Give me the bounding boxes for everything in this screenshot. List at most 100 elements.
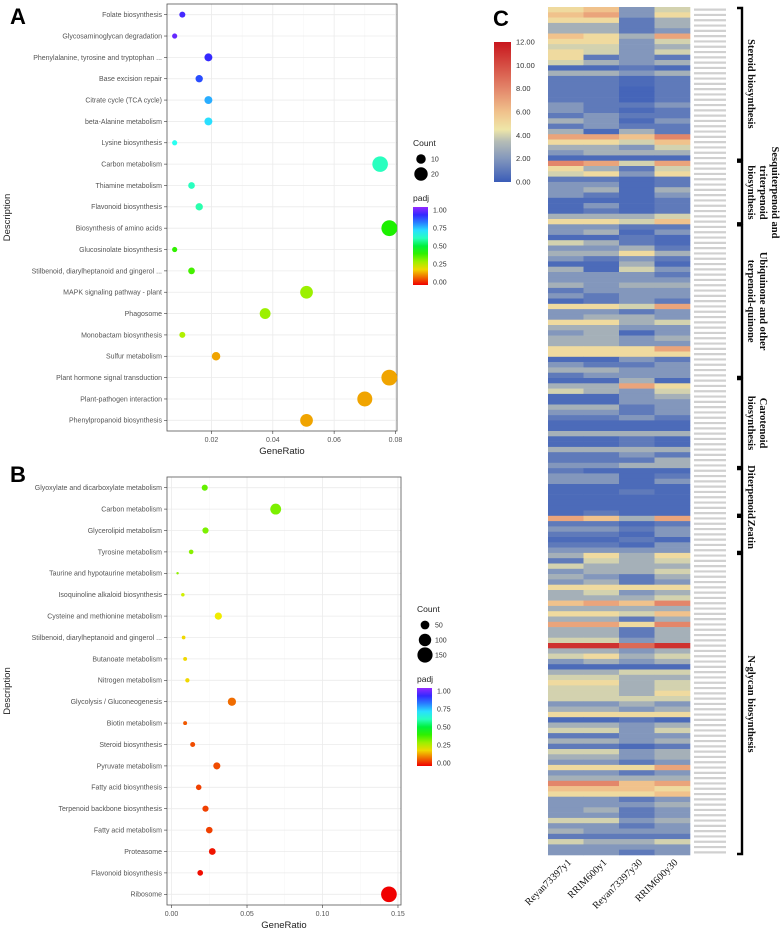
heatmap-cell xyxy=(654,526,691,532)
heatmap-cell xyxy=(548,160,584,167)
heatmap-cell xyxy=(654,197,691,204)
color-legend-label: 0.75 xyxy=(433,226,447,233)
heatmap-cell xyxy=(619,60,655,66)
heatmap-cell xyxy=(583,574,620,580)
heatmap-cell xyxy=(548,584,584,591)
heatmap-cell xyxy=(583,627,620,633)
heatmap-cell xyxy=(654,775,691,782)
heatmap-cell xyxy=(548,415,584,421)
heatmap-cell xyxy=(548,118,584,124)
heatmap-cell xyxy=(548,764,584,771)
heatmap-cell xyxy=(619,420,655,426)
heatmap-cell xyxy=(654,102,691,108)
heatmap-cell xyxy=(654,144,691,151)
heatmap-cell xyxy=(619,160,655,167)
heatmap-cell xyxy=(583,33,620,40)
heatmap-cell xyxy=(654,616,691,623)
heatmap-cell xyxy=(583,584,620,591)
heatmap-cell xyxy=(654,86,691,93)
heatmap-cell xyxy=(548,664,584,670)
heatmap-cell xyxy=(583,155,620,161)
heatmap-cell xyxy=(619,102,655,108)
color-legend-label: 0.25 xyxy=(433,262,447,269)
heatmap-cell xyxy=(583,367,620,373)
heatmap-cell xyxy=(548,568,584,575)
heatmap-cell xyxy=(619,351,655,358)
x-tick-label: 0.08 xyxy=(389,437,403,444)
heatmap-cell xyxy=(548,12,584,18)
heatmap-cell xyxy=(654,823,691,829)
data-point xyxy=(259,308,271,319)
heatmap-cell xyxy=(548,441,584,448)
heatmap-cell xyxy=(619,473,655,479)
heatmap-c: Reyan73397y1RRIM600y1Reyan73397y30RRIM60… xyxy=(494,6,780,911)
heatmap-cell xyxy=(548,817,584,824)
heatmap-cell xyxy=(654,733,691,739)
heatmap-cell xyxy=(548,807,584,813)
heatmap-cell xyxy=(583,473,620,479)
heatmap-cell xyxy=(583,478,620,485)
heatmap-cell xyxy=(654,600,691,607)
y-tick-label: Carbon metabolism xyxy=(101,507,162,514)
heatmap-cell xyxy=(548,303,584,310)
heatmap-cell xyxy=(583,616,620,623)
heatmap-cell xyxy=(619,537,655,543)
heatmap-cell xyxy=(654,229,691,236)
column-label: Reyan73397y1 xyxy=(523,857,574,908)
heatmap-cell xyxy=(548,250,584,257)
heatmap-cell xyxy=(583,531,620,538)
heatmap-cell xyxy=(583,356,620,363)
heatmap-cell xyxy=(619,563,655,570)
heatmap-cell xyxy=(619,171,655,177)
heatmap-cell xyxy=(654,425,691,432)
dotplot-a: Folate biosynthesis Glycosaminoglycan deg… xyxy=(2,3,447,457)
colorbar xyxy=(494,42,511,182)
heatmap-cell xyxy=(619,372,655,379)
heatmap-cell xyxy=(654,192,691,199)
heatmap-cell xyxy=(654,107,691,114)
group-bracket xyxy=(737,224,744,379)
heatmap-cell xyxy=(548,643,584,649)
heatmap-cell xyxy=(548,791,584,797)
heatmap-cell xyxy=(548,107,584,114)
heatmap-cell xyxy=(548,256,584,262)
data-point xyxy=(357,391,373,407)
heatmap-cell xyxy=(548,579,584,585)
heatmap-cell xyxy=(548,701,584,707)
group-label-line: Ubiquinone and other xyxy=(757,252,768,351)
heatmap-cell xyxy=(583,128,620,135)
heatmap-cell xyxy=(583,590,620,596)
heatmap-cell xyxy=(619,388,655,395)
data-point xyxy=(185,678,190,683)
data-point xyxy=(227,697,237,706)
heatmap-cell xyxy=(548,351,584,358)
heatmap-cell xyxy=(619,621,655,628)
heatmap-cell xyxy=(619,584,655,591)
heatmap-cell xyxy=(548,224,584,230)
y-tick-label: Flavonoid biosynthesis xyxy=(91,870,162,877)
heatmap-cell xyxy=(654,33,691,40)
heatmap-cell xyxy=(548,621,584,628)
heatmap-cell xyxy=(583,219,620,225)
x-axis-title: GeneRatio xyxy=(259,446,304,457)
x-tick-label: 0.04 xyxy=(266,437,280,444)
heatmap-cell xyxy=(583,770,620,776)
heatmap-cell xyxy=(654,81,691,87)
heatmap-cell xyxy=(548,473,584,479)
heatmap-cell xyxy=(654,574,691,580)
heatmap-cell xyxy=(548,113,584,119)
heatmap-cell xyxy=(619,780,655,787)
heatmap-cell xyxy=(583,674,620,681)
data-point xyxy=(381,369,398,386)
heatmap-cell xyxy=(548,849,584,856)
heatmap-cell xyxy=(619,330,655,336)
heatmap-cell xyxy=(583,325,620,331)
heatmap-cell xyxy=(619,685,655,691)
heatmap-cell xyxy=(654,97,691,103)
heatmap-cell xyxy=(583,839,620,845)
heatmap-cell xyxy=(548,828,584,835)
heatmap-cell xyxy=(583,759,620,766)
heatmap-cell xyxy=(548,775,584,782)
heatmap-cell xyxy=(619,240,655,246)
heatmap-cell xyxy=(548,150,584,156)
